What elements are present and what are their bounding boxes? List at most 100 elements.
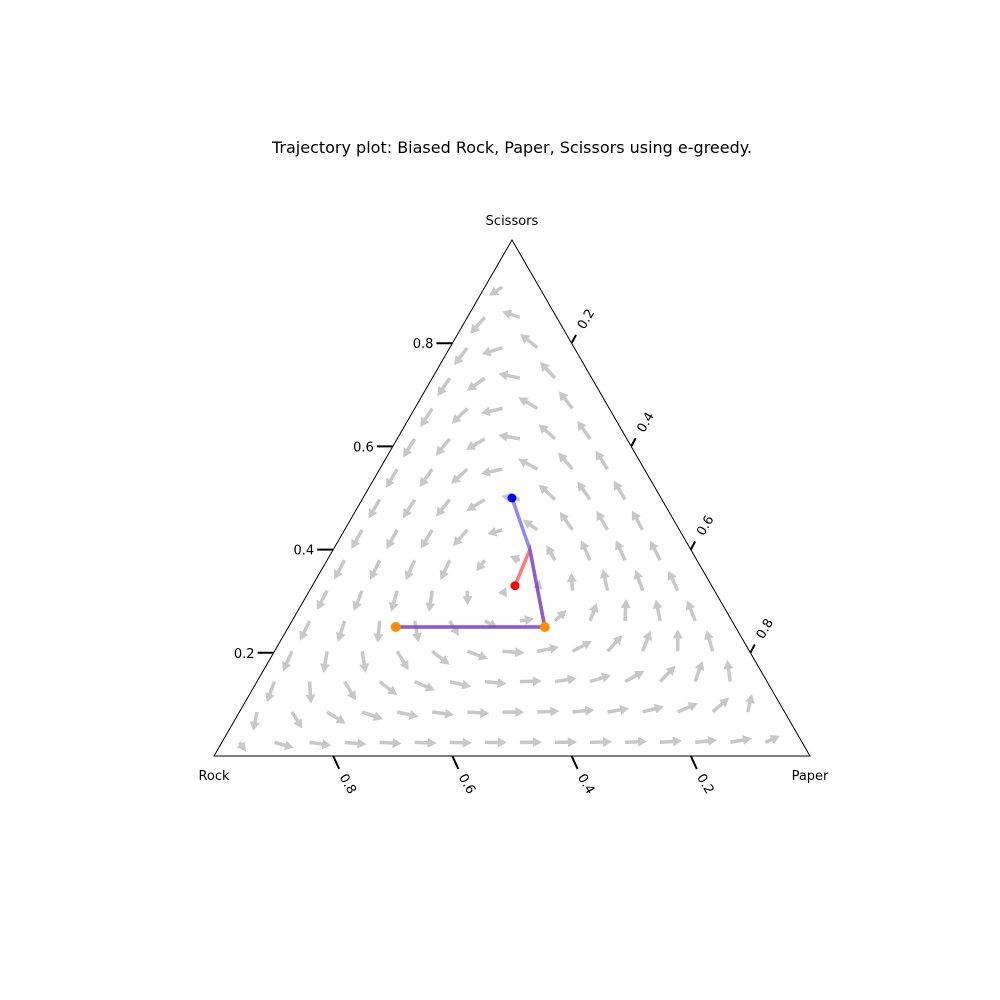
field-arrow-94: [452, 528, 469, 547]
field-arrow-119: [538, 424, 557, 441]
field-arrow-129: [539, 362, 557, 380]
field-arrow-96: [522, 519, 539, 532]
field-arrow-36: [449, 679, 472, 690]
tick-label-right-2: 0.6: [694, 513, 717, 538]
field-arrow-86: [509, 554, 521, 565]
tick-label-bottom-0: 0.8: [336, 772, 359, 797]
field-arrow-59: [335, 620, 347, 642]
start-marker-0: [510, 581, 520, 591]
field-arrow-11: [624, 736, 648, 747]
field-arrow-107: [613, 480, 627, 501]
field-arrow-54: [606, 635, 623, 653]
tick-bottom-3: [689, 755, 698, 770]
field-arrow-102: [435, 498, 452, 517]
field-arrow-52: [537, 643, 560, 654]
field-arrow-4: [379, 738, 402, 749]
field-arrow-5: [414, 737, 437, 748]
field-arrow-71: [352, 589, 364, 611]
field-arrow-82: [369, 559, 382, 581]
field-arrow-53: [571, 640, 592, 653]
field-arrow-32: [305, 681, 316, 704]
tick-label-bottom-2: 0.4: [574, 772, 597, 797]
tick-right-1: [630, 437, 637, 447]
field-arrow-111: [480, 466, 503, 477]
field-arrow-91: [351, 529, 364, 550]
field-arrow-98: [596, 510, 610, 531]
tick-label-left-3: 0.8: [413, 337, 434, 352]
field-arrow-116: [435, 437, 452, 456]
field-arrow-1: [274, 740, 294, 751]
field-arrow-67: [620, 598, 631, 622]
field-arrow-40: [589, 672, 612, 684]
trajectory-line-0: [395, 543, 547, 629]
field-arrow-87: [546, 545, 557, 562]
start-marker-1: [507, 493, 517, 503]
field-arrow-30: [745, 693, 755, 713]
field-arrow-109: [419, 468, 434, 488]
field-arrow-43: [693, 660, 705, 683]
field-arrow-81: [333, 559, 347, 580]
field-arrow-60: [373, 620, 384, 643]
field-arrow-85: [476, 559, 487, 572]
vertex-label-rock: Rock: [198, 769, 230, 784]
field-arrow-83: [404, 559, 417, 581]
field-arrow-49: [431, 649, 450, 665]
field-arrow-131: [481, 346, 503, 357]
field-arrow-120: [577, 420, 592, 440]
end-marker-1: [390, 622, 401, 632]
tick-label-bottom-3: 0.2: [693, 772, 716, 797]
field-arrow-72: [388, 590, 399, 612]
tick-label-left-2: 0.6: [353, 440, 374, 455]
field-arrow-7: [484, 737, 507, 748]
field-arrow-56: [672, 629, 683, 652]
field-arrow-10: [589, 736, 612, 747]
field-arrow-13: [694, 735, 718, 746]
field-arrow-58: [299, 620, 312, 641]
field-arrow-108: [385, 468, 399, 489]
vertex-label-scissors: Scissors: [486, 214, 539, 229]
field-arrow-0: [236, 741, 246, 752]
field-arrow-2: [309, 739, 332, 750]
field-arrow-3: [344, 738, 367, 749]
field-arrow-46: [319, 650, 330, 673]
field-arrow-127: [466, 376, 486, 391]
field-arrow-45: [282, 650, 294, 672]
field-arrow-79: [633, 569, 645, 592]
field-arrow-64: [519, 615, 535, 626]
field-arrow-75: [497, 587, 508, 598]
field-arrow-128: [498, 370, 521, 381]
trajectories: [390, 493, 550, 632]
field-arrow-77: [566, 572, 577, 591]
field-arrow-106: [577, 481, 592, 501]
trajectory-line-1: [395, 497, 547, 629]
field-arrow-9: [554, 737, 577, 748]
field-arrow-16: [249, 711, 260, 732]
field-arrow-92: [386, 529, 399, 550]
field-arrow-115: [403, 437, 417, 458]
field-arrow-70: [316, 589, 329, 611]
field-arrow-8: [519, 737, 542, 748]
field-arrow-105: [538, 484, 557, 501]
field-arrow-37: [484, 677, 507, 688]
tick-right-3: [749, 644, 756, 654]
field-arrow-38: [519, 676, 542, 687]
field-arrow-73: [425, 590, 436, 613]
field-arrow-133: [470, 316, 487, 334]
field-arrow-68: [652, 599, 663, 622]
field-arrow-110: [450, 467, 469, 484]
field-arrow-88: [580, 540, 592, 561]
tick-bottom-2: [570, 755, 579, 770]
field-arrow-121: [420, 407, 434, 427]
field-arrow-44: [723, 659, 734, 682]
field-arrow-57: [704, 630, 715, 652]
field-arrow-65: [553, 609, 567, 623]
field-arrow-17: [290, 711, 303, 729]
field-arrow-130: [454, 346, 469, 366]
field-arrow-97: [559, 511, 574, 531]
field-arrow-95: [487, 526, 503, 537]
simplex-triangle: [213, 239, 811, 757]
field-arrow-112: [518, 458, 539, 471]
tick-label-left-1: 0.4: [294, 544, 315, 559]
field-arrow-55: [640, 630, 652, 652]
field-arrow-80: [667, 570, 680, 592]
